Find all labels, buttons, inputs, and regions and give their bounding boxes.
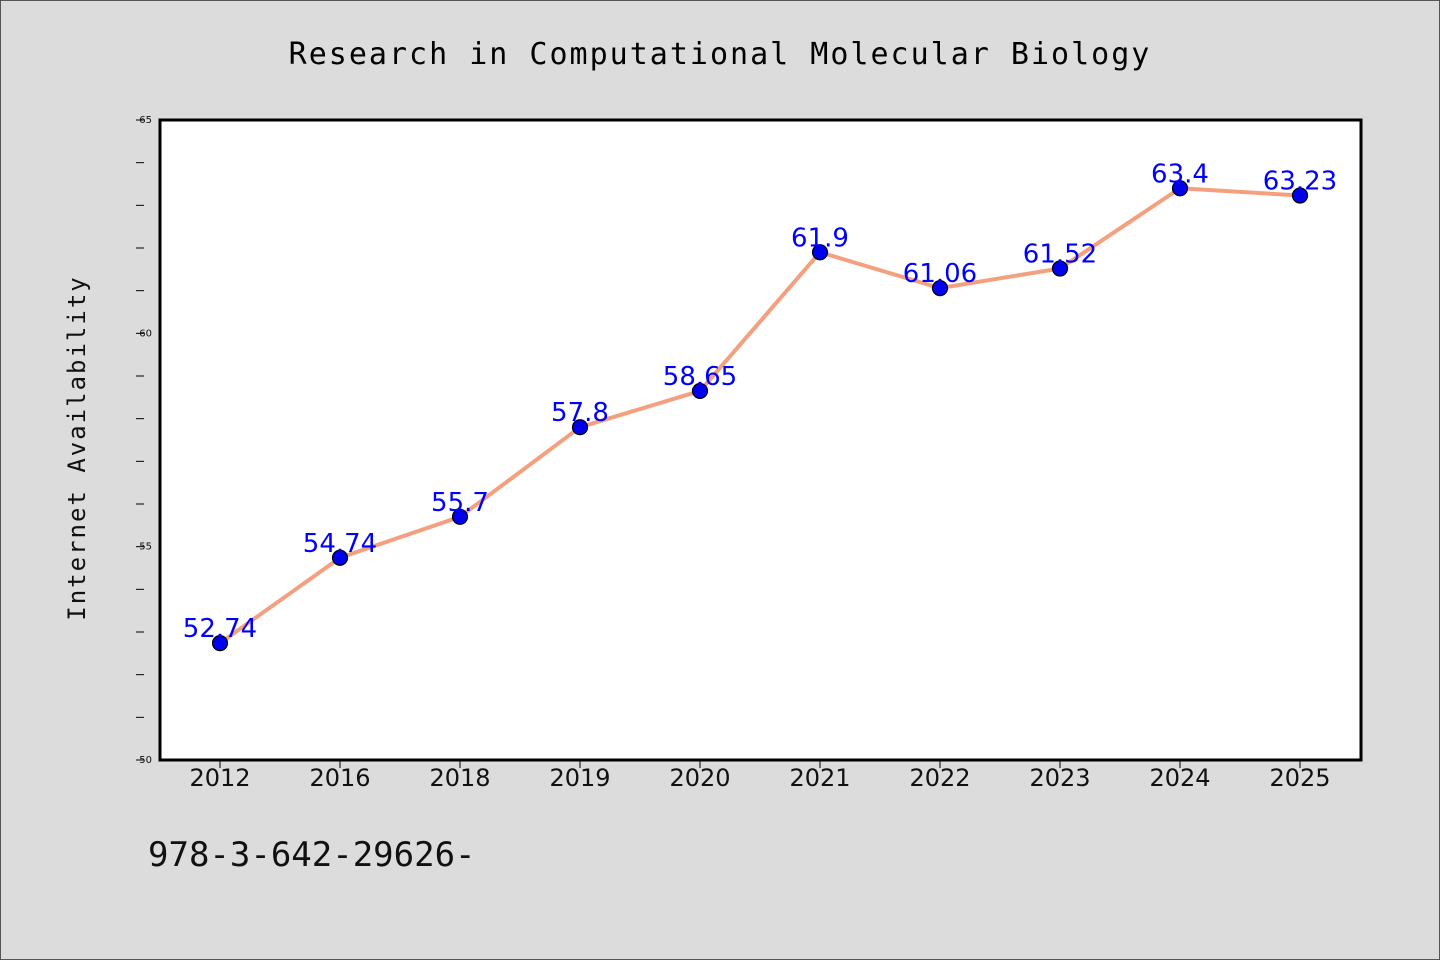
footnote-isbn: 978-3-642-29626- bbox=[148, 835, 476, 875]
data-value-label: 63.23 bbox=[1263, 167, 1337, 197]
data-value-label: 63.4 bbox=[1151, 159, 1209, 189]
data-point-marker bbox=[931, 280, 949, 297]
data-point-marker bbox=[1291, 187, 1309, 204]
x-ticks: 2012 2016 2018 2019 2020 2021 2022 2023 2024 2025 bbox=[189, 760, 1331, 792]
x-tick-label: 2019 bbox=[549, 764, 610, 792]
series-line bbox=[218, 186, 1301, 645]
data-point-marker bbox=[331, 549, 349, 566]
plot-area bbox=[158, 118, 1363, 762]
y-minor-ticks bbox=[136, 119, 144, 761]
data-point-marker bbox=[571, 419, 589, 436]
data-value-label: 57.8 bbox=[551, 398, 609, 428]
series-markers bbox=[211, 180, 1309, 652]
x-tick-label: 2018 bbox=[429, 764, 490, 792]
data-point-marker bbox=[451, 508, 469, 525]
x-tick-label: 2021 bbox=[789, 764, 850, 792]
data-value-label: 61.06 bbox=[903, 259, 977, 289]
x-tick-label: 2024 bbox=[1149, 764, 1210, 792]
x-tick-label: 2023 bbox=[1029, 764, 1090, 792]
data-labels: 52.74 54.74 55.7 57.8 58.65 61.9 61.06 61.52 63.… bbox=[183, 159, 1337, 644]
data-value-label: 52.74 bbox=[183, 614, 257, 644]
data-value-label: 55.7 bbox=[431, 488, 489, 518]
data-value-label: 54.74 bbox=[303, 529, 377, 559]
y-axis-label: Internet Availability bbox=[63, 275, 91, 620]
y-tick-label: 65 bbox=[139, 115, 152, 126]
y-tick-label: 50 bbox=[139, 755, 152, 766]
x-tick-label: 2016 bbox=[309, 764, 370, 792]
chart-title: Research in Computational Molecular Biol… bbox=[289, 37, 1152, 72]
data-point-marker bbox=[211, 634, 229, 652]
data-point-marker bbox=[1171, 180, 1189, 197]
data-point-marker bbox=[811, 244, 829, 261]
y-tick-label: 60 bbox=[139, 328, 152, 339]
x-tick-label: 2025 bbox=[1269, 764, 1330, 792]
data-point-marker bbox=[1051, 260, 1069, 277]
x-tick-label: 2022 bbox=[909, 764, 970, 792]
data-point-marker bbox=[691, 382, 709, 400]
y-ticks: 50 55 60 65 bbox=[139, 115, 152, 766]
x-tick-label: 2012 bbox=[189, 764, 250, 792]
data-value-label: 58.65 bbox=[663, 362, 737, 392]
x-tick-label: 2020 bbox=[669, 764, 730, 792]
data-value-label: 61.9 bbox=[791, 223, 849, 253]
data-value-label: 61.52 bbox=[1023, 239, 1097, 269]
y-tick-label: 55 bbox=[139, 542, 152, 553]
